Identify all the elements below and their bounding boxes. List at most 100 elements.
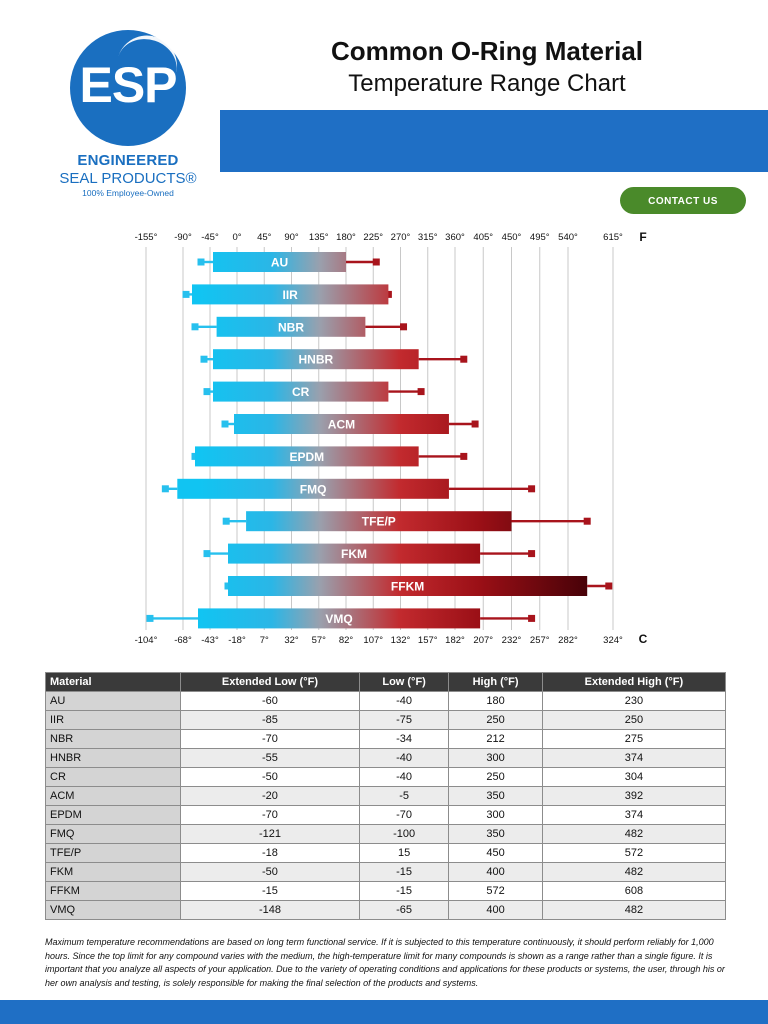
top-tick-label: -45° — [201, 232, 219, 243]
table-material-cell: VMQ — [45, 900, 181, 920]
table-material-cell: FFKM — [45, 881, 181, 901]
extended-high-marker — [528, 485, 536, 493]
extended-low-marker — [203, 550, 211, 558]
logo-line-seal-products: SEAL PRODUCTS® — [59, 170, 197, 187]
range-bar — [216, 316, 366, 337]
bottom-tick-label: 232° — [502, 635, 522, 646]
range-bar-label: EPDM — [289, 450, 324, 464]
table-value-cell: -121 — [180, 824, 360, 844]
table-header-row: Material Extended Low (°F) Low (°F) High (°… — [45, 672, 727, 692]
table-value-cell: -70 — [358, 805, 450, 825]
table-body: AU -60 -40 180 230 IIR -85 -75 250 250 NBR -70 -34 21… — [45, 691, 727, 920]
footnote: Maximum temperature recommendations are … — [45, 937, 725, 988]
table-value-cell: 482 — [541, 900, 727, 920]
top-tick-label: 315° — [418, 232, 438, 243]
bottom-tick-label: 7° — [260, 635, 269, 646]
table-value-cell: -75 — [358, 710, 450, 730]
extended-low-marker — [191, 323, 199, 331]
table-row: ACM -20 -5 350 392 — [45, 786, 727, 806]
range-bar-label: FFKM — [391, 580, 424, 594]
logo-mark: ESP — [79, 57, 177, 113]
table-material-cell: IIR — [45, 710, 181, 730]
top-tick-label: 0° — [232, 232, 241, 243]
logo-circle — [70, 30, 186, 146]
table-value-cell: -40 — [358, 748, 450, 768]
top-tick-label: 405° — [473, 232, 493, 243]
table-header-cell: Low (°F) — [358, 672, 450, 692]
table-value-cell: 350 — [448, 786, 543, 806]
bottom-tick-label: 32° — [284, 635, 299, 646]
range-bar-label: TFE/P — [362, 515, 396, 529]
table-value-cell: -70 — [180, 729, 360, 749]
range-bar-group: NBR — [191, 316, 408, 337]
range-bar — [246, 511, 512, 532]
table-value-cell: 482 — [541, 824, 727, 844]
top-tick-label: 615° — [603, 232, 623, 243]
table-row: VMQ -148 -65 400 482 — [45, 900, 727, 920]
range-bar — [213, 349, 419, 370]
grid-lines — [145, 247, 614, 630]
bottom-tick-label: -104° — [135, 635, 158, 646]
table-row: FKM -50 -15 400 482 — [45, 862, 727, 882]
extended-low-marker — [182, 290, 190, 298]
table-value-cell: -70 — [180, 805, 360, 825]
extended-low-marker — [146, 614, 154, 622]
table-value-cell: -100 — [358, 824, 450, 844]
range-bars: AU IIR NBR HNBR CR ACM EPDM FMQ TFE/P FKM FFKM VMQ — [146, 252, 613, 629]
extended-low-marker — [203, 388, 211, 396]
range-bar-label: CR — [292, 385, 310, 399]
logo-line-engineered: ENGINEERED — [77, 152, 179, 169]
extended-low-marker — [222, 517, 230, 525]
table-header-cell: Extended High (°F) — [541, 672, 727, 692]
range-bar-label: IIR — [283, 288, 299, 302]
bottom-tick-label: 132° — [391, 635, 411, 646]
table-value-cell: -50 — [180, 767, 360, 787]
table-value-cell: 15 — [358, 843, 450, 863]
range-bar-group: ACM — [221, 414, 479, 434]
contact-us-button[interactable]: CONTACT US — [620, 187, 746, 214]
extended-low-marker — [221, 420, 229, 428]
table-value-cell: 300 — [448, 748, 543, 768]
table-value-cell: 608 — [541, 881, 727, 901]
table-value-cell: -5 — [358, 786, 450, 806]
page-title: Common O-Ring Material — [330, 36, 643, 66]
range-bar-label: HNBR — [298, 353, 333, 367]
table-material-cell: ACM — [45, 786, 181, 806]
table-header-cell: Material — [45, 672, 181, 692]
range-bar — [228, 576, 588, 596]
table-value-cell: 374 — [541, 805, 727, 825]
extended-low-marker — [200, 355, 208, 363]
table-value-cell: -148 — [180, 900, 360, 920]
table-material-cell: AU — [45, 691, 181, 711]
range-bar-label: ACM — [328, 418, 355, 432]
table-value-cell: 230 — [541, 691, 727, 711]
bottom-tick-label: 257° — [530, 635, 550, 646]
table-row: EPDM -70 -70 300 374 — [45, 805, 727, 825]
extended-high-marker — [460, 452, 468, 460]
table-material-cell: EPDM — [45, 805, 181, 825]
range-bar — [195, 446, 419, 467]
footer-blue-band — [0, 1000, 768, 1024]
range-bar — [213, 252, 346, 272]
extended-high-marker — [605, 582, 613, 590]
table-value-cell: 572 — [448, 881, 543, 901]
range-bar-group: VMQ — [146, 608, 536, 629]
range-bar-group: HNBR — [200, 349, 468, 370]
range-bar-label: AU — [271, 256, 288, 270]
top-tick-label: -90° — [174, 232, 192, 243]
table-value-cell: 250 — [448, 710, 543, 730]
extended-high-marker — [372, 258, 380, 266]
range-bar-group: IIR — [182, 284, 392, 305]
range-bar — [234, 414, 449, 434]
temperature-table: Material Extended Low (°F) Low (°F) High (°… — [45, 672, 727, 920]
top-tick-label: 45° — [257, 232, 272, 243]
table-value-cell: 304 — [541, 767, 727, 787]
table-value-cell: -15 — [358, 862, 450, 882]
table-value-cell: 300 — [448, 805, 543, 825]
esp-logo: ESP ENGINEERED SEAL PRODUCTS® 100% Emplo… — [58, 26, 208, 206]
bottom-axis-unit: C — [639, 632, 648, 646]
extended-low-marker — [161, 485, 169, 493]
range-bar — [177, 478, 449, 499]
range-bar-group: AU — [197, 252, 380, 272]
bottom-tick-label: 107° — [363, 635, 383, 646]
